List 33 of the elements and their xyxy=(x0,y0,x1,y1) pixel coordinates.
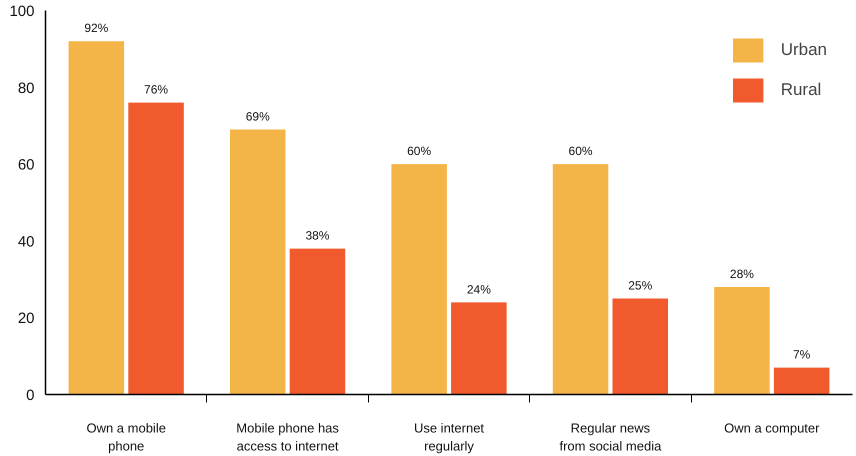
bar xyxy=(230,130,286,394)
data-label: 92% xyxy=(84,21,109,36)
x-tick-label: Own a mobile phone xyxy=(86,420,166,454)
y-tick-label: 40 xyxy=(18,233,35,250)
bar xyxy=(128,102,184,394)
data-label: 60% xyxy=(568,144,593,158)
x-tick-label: Regular news from social media xyxy=(559,420,662,454)
bar xyxy=(451,302,507,394)
x-tick-label: Own a computer xyxy=(724,420,820,436)
bar xyxy=(714,286,770,394)
legend-label: Rural xyxy=(780,80,822,100)
data-label: 7% xyxy=(792,348,811,362)
data-label: 28% xyxy=(730,266,754,281)
data-label: 60% xyxy=(407,144,432,158)
bar xyxy=(552,164,608,394)
data-label: 25% xyxy=(628,278,653,292)
bar xyxy=(290,248,346,394)
y-tick-label: 20 xyxy=(18,310,35,328)
y-tick-label: 80 xyxy=(18,80,35,97)
data-label: 24% xyxy=(466,282,492,296)
x-tick-label: Mobile phone has access to internet xyxy=(236,420,340,454)
bar xyxy=(612,298,668,394)
data-label: 38% xyxy=(305,228,330,243)
data-label: 76% xyxy=(144,82,168,97)
bar xyxy=(391,164,447,394)
bar xyxy=(774,368,830,394)
legend-label: Urban xyxy=(780,40,827,60)
y-tick-label: 100 xyxy=(9,3,35,20)
data-label: 69% xyxy=(246,110,270,124)
y-tick-label: 0 xyxy=(26,387,34,404)
x-tick-label: Use internet regularly xyxy=(414,420,484,454)
y-tick-label: 60 xyxy=(18,156,35,174)
bar xyxy=(68,41,124,394)
